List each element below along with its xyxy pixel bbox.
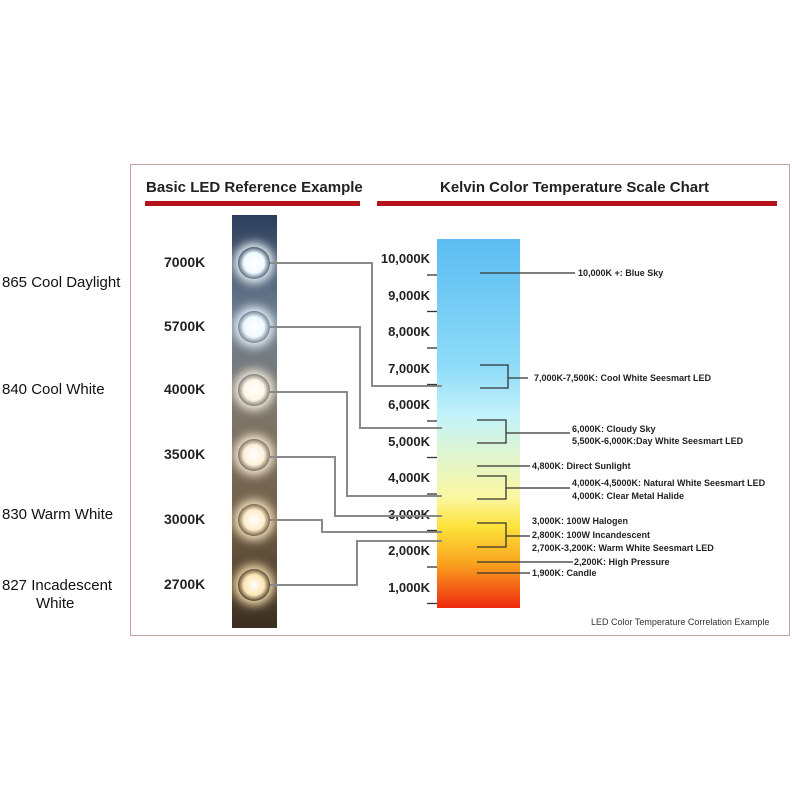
led-light-0: [238, 247, 270, 279]
scale-label: 4,000K: [388, 470, 430, 485]
bracket-warm: [477, 522, 507, 548]
scale-label: 3,000K: [388, 506, 430, 522]
left-title: Basic LED Reference Example: [146, 179, 363, 196]
led-light-5: [238, 569, 270, 601]
led-temp-label: 4000K: [164, 381, 206, 397]
scale-label: 8,000K: [388, 324, 430, 339]
side-label-827: 827 Incadescent: [2, 577, 113, 594]
connector-4000k: [270, 391, 442, 497]
led-temp-label: 3000K: [164, 511, 206, 527]
annotation-cloudy: 6,000K: Cloudy Sky: [572, 424, 656, 434]
bracket-cool-white: [480, 364, 509, 389]
scale-label: 9,000K: [388, 287, 430, 303]
annotation-high-pressure: 2,200K: High Pressure: [574, 557, 670, 567]
side-label-827-line2: White: [36, 595, 75, 612]
right-title: Kelvin Color Temperature Scale Chart: [440, 179, 709, 196]
led-light-1: [238, 311, 270, 343]
bracket-cloudy: [477, 419, 507, 444]
annotation-natural-white: 4,000K-4,5000K: Natural White Seesmart L…: [572, 478, 766, 488]
led-light-2: [238, 374, 270, 406]
led-temp-label: 7000K: [164, 254, 206, 270]
scale-label: 5,000K: [388, 433, 430, 449]
led-temp-label: 5700K: [164, 318, 206, 334]
annotation-blue-sky: 10,000K +: Blue Sky: [578, 268, 664, 278]
side-label-830: 830 Warm White: [2, 506, 114, 523]
annotation-sunlight: 4,800K: Direct Sunlight: [532, 461, 631, 471]
annotation-metal-halide: 4,000K: Clear Metal Halide: [572, 491, 685, 501]
connector-7000k: [270, 262, 442, 387]
side-label-865: 865 Cool Daylight: [2, 274, 121, 291]
annotation-incandescent: 2,800K: 100W Incandescent: [532, 530, 651, 540]
annotation-cool-white: 7,000K-7,500K: Cool White Seesmart LED: [534, 373, 712, 383]
footnote: LED Color Temperature Correlation Exampl…: [591, 617, 770, 627]
connector-5700k: [270, 326, 442, 429]
annotation-warm-white: 2,700K-3,200K: Warm White Seesmart LED: [532, 543, 714, 553]
scale-label: 2,000K: [388, 543, 430, 558]
connector-3000k: [270, 519, 442, 533]
scale-label: 7,000K: [388, 360, 430, 376]
connector-3500k: [270, 456, 442, 517]
chart-panel: [130, 164, 790, 636]
right-title-underline: [377, 201, 777, 206]
led-strip-photo: [232, 215, 277, 628]
bracket-natural: [477, 475, 507, 500]
led-temp-label: 2700K: [164, 576, 206, 592]
annotation-halogen: 3,000K: 100W Halogen: [532, 516, 629, 526]
annotation-day-white: 5,500K-6,000K:Day White Seesmart LED: [572, 436, 744, 446]
connector-2700k: [270, 540, 442, 586]
scale-label: 6,000K: [388, 397, 430, 412]
led-light-4: [238, 504, 270, 536]
side-label-840: 840 Cool White: [2, 381, 105, 398]
scale-label: 1,000K: [388, 579, 430, 595]
left-title-underline: [145, 201, 360, 206]
annotation-candle: 1,900K: Candle: [532, 568, 597, 578]
led-light-3: [238, 439, 270, 471]
scale-label: 10,000K: [380, 251, 430, 266]
led-temp-label: 3500K: [164, 446, 206, 462]
